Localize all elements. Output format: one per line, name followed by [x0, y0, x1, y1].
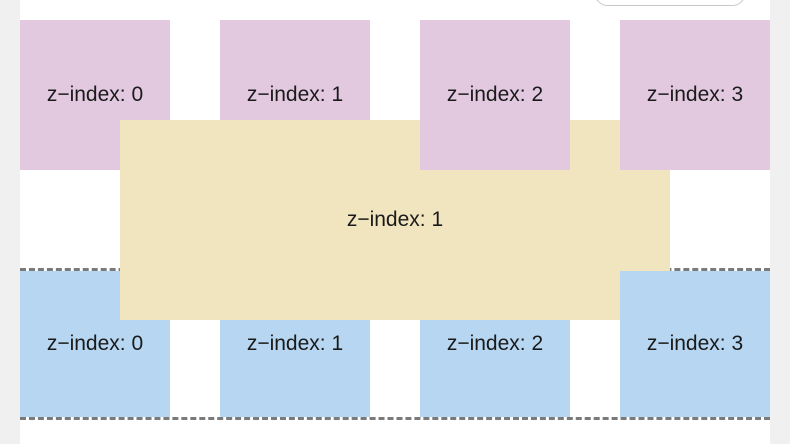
top-box-1-label: z−index: 1	[246, 83, 344, 106]
bottom-box-2-label: z−index: 2	[446, 332, 544, 355]
top-box-3: z−index: 3	[620, 20, 770, 170]
bottom-box-3: z−index: 3	[620, 271, 770, 417]
overlay-box-label: z−index: 1	[346, 208, 444, 231]
overlay-box: z−index: 1	[120, 120, 670, 320]
top-box-2-label: z−index: 2	[446, 83, 544, 106]
top-box-3-label: z−index: 3	[646, 83, 744, 106]
bottom-box-0-label: z−index: 0	[46, 332, 144, 355]
bottom-box-1-label: z−index: 1	[246, 332, 344, 355]
top-box-2: z−index: 2	[420, 20, 570, 170]
bottom-box-3-label: z−index: 3	[646, 332, 744, 355]
top-box-0: z−index: 0	[20, 20, 170, 170]
pill-outline	[594, 0, 746, 6]
demo-stage: z−index: 0 z−index: 1 z−index: 2 z−index…	[20, 0, 770, 444]
top-box-0-label: z−index: 0	[46, 83, 144, 106]
